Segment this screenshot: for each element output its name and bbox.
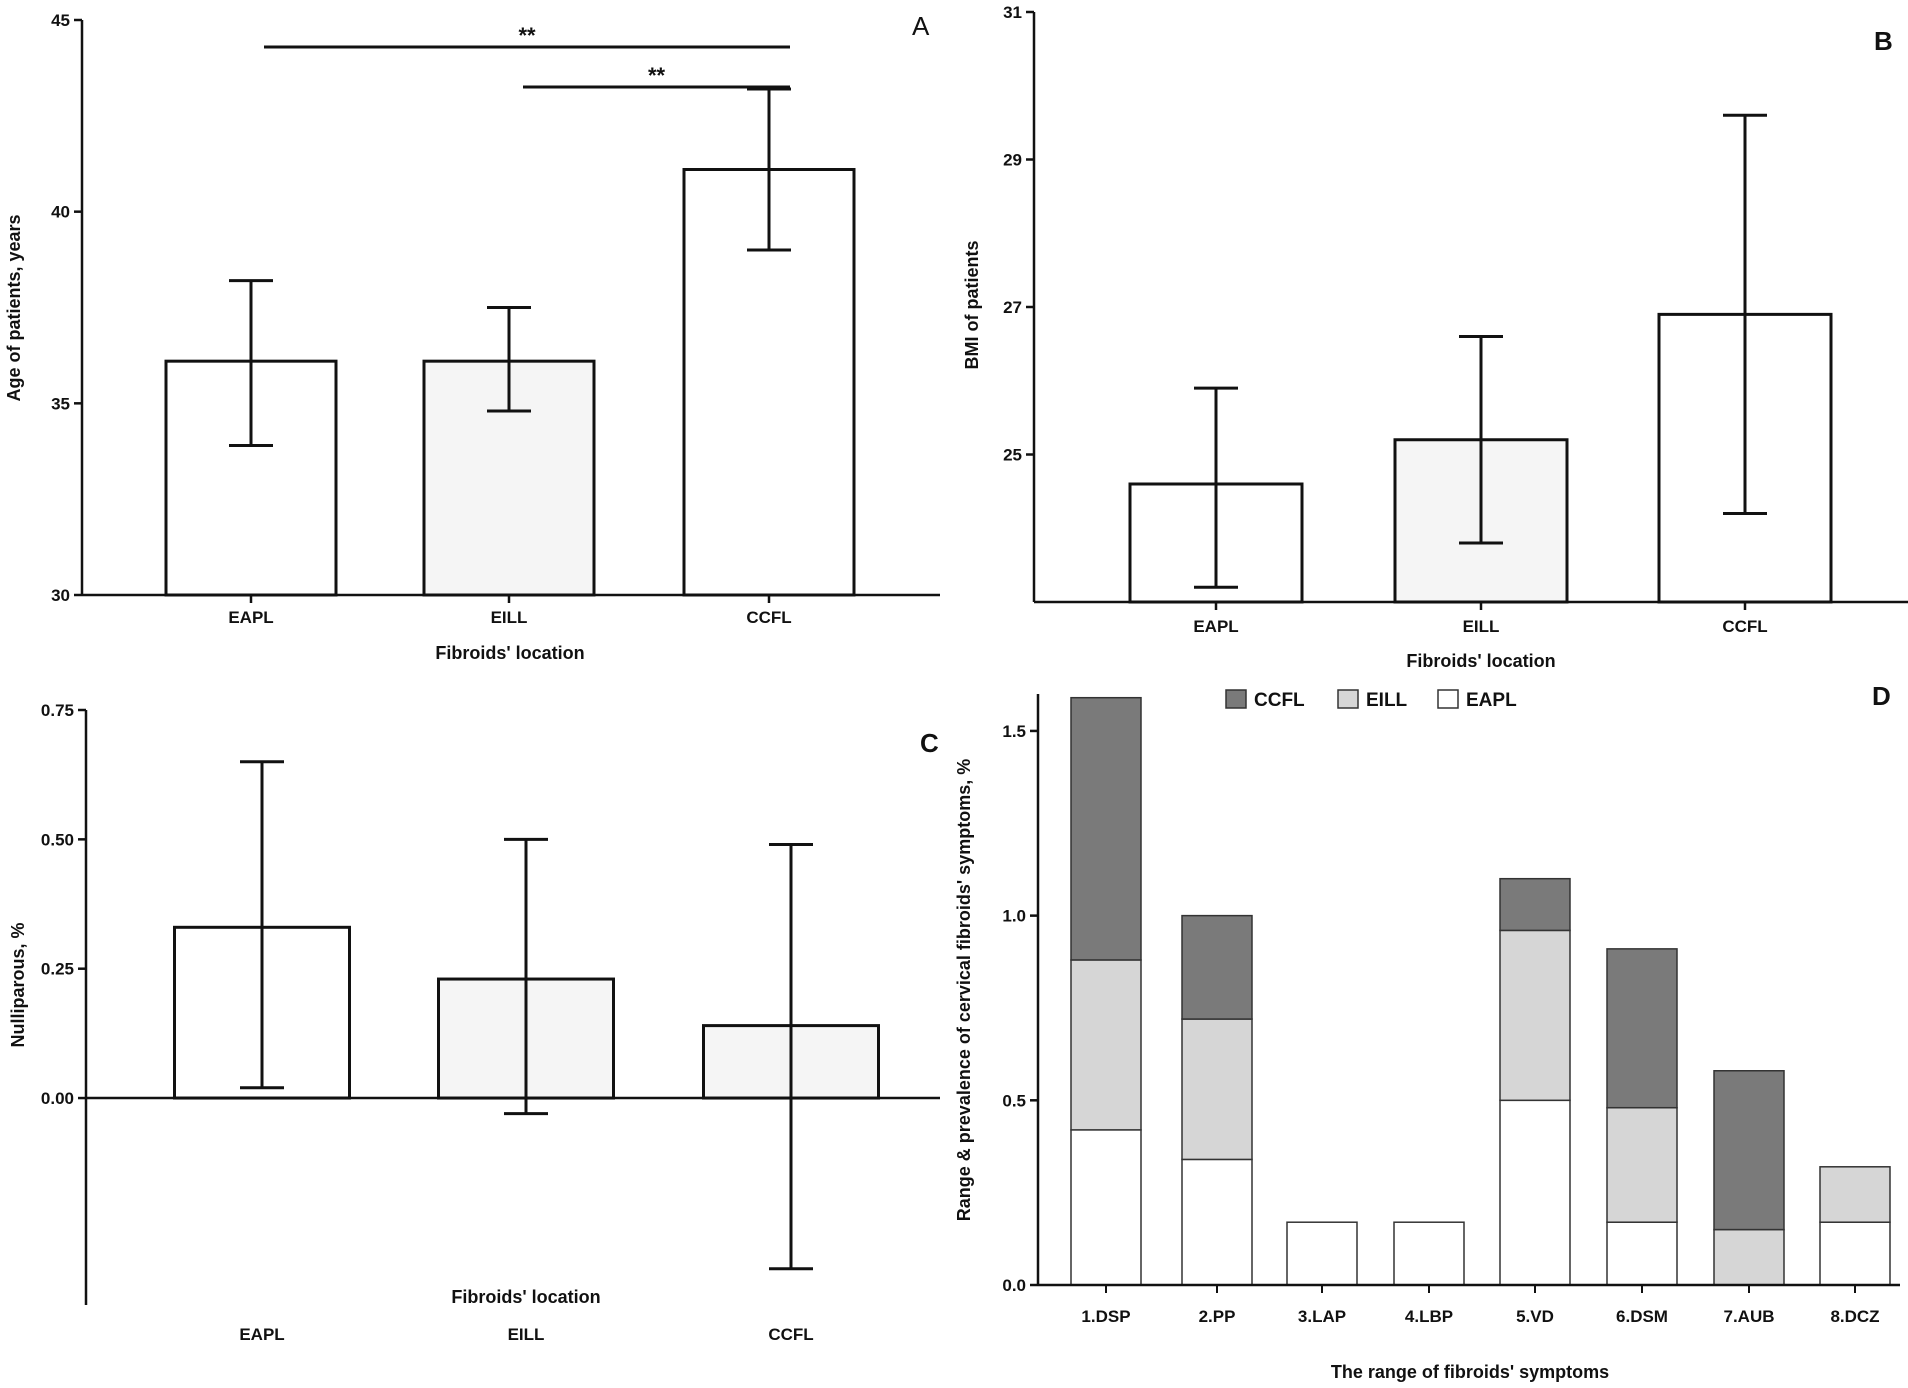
x-tick-ccfl: CCFL <box>746 608 791 627</box>
x-axis-label: Fibroids' location <box>1406 651 1555 671</box>
legend-swatch-eapl <box>1437 689 1459 709</box>
bar-segment-ccfl-2-pp <box>1181 914 1253 1020</box>
x-tick-eill: EILL <box>1463 617 1500 636</box>
y-axis-label: Range & prevalence of cervical fibroids'… <box>954 759 974 1221</box>
y-axis-label: Age of patients, years <box>4 214 24 401</box>
bar-segment-eapl-6-dsm <box>1606 1221 1678 1286</box>
y-tick-label: 25 <box>1003 446 1022 465</box>
y-tick-label: 1.5 <box>1002 722 1026 741</box>
y-tick-label: 0.50 <box>41 830 74 849</box>
y-tick-label: 1.0 <box>1002 907 1026 926</box>
legend-label-eapl: EAPL <box>1466 690 1517 711</box>
x-tick-8-dcz: 8.DCZ <box>1830 1307 1879 1326</box>
y-tick-label: 0.00 <box>41 1089 74 1108</box>
bar-segment-eill-7-aub <box>1713 1228 1785 1286</box>
legend-swatch-ccfl <box>1225 689 1247 709</box>
panel-d-label: D <box>1872 681 1891 711</box>
panel-c: C EAPL EILL CCFL 0.00 0.25 0.50 0.75 Fibroids' … <box>8 701 940 1344</box>
x-axis-label: The range of fibroids' symptoms <box>1331 1362 1609 1382</box>
bar-segment-ccfl-6-dsm <box>1606 948 1678 1109</box>
y-tick-label: 0.25 <box>41 960 74 979</box>
panel-b: B EAPL EILL CCFL 25 27 29 31 Fibroids' location… <box>962 3 1908 671</box>
x-tick-1-dsp: 1.DSP <box>1081 1307 1130 1326</box>
y-tick-label: 0.0 <box>1002 1276 1026 1295</box>
y-tick-label: 0.75 <box>41 701 74 720</box>
bar-segment-eapl-4-lbp <box>1393 1221 1465 1286</box>
legend-label-eill: EILL <box>1366 690 1408 711</box>
bar-segment-eill-8-dcz <box>1819 1166 1891 1223</box>
x-tick-ccfl: CCFL <box>1722 617 1767 636</box>
panel-c-label: C <box>920 728 939 758</box>
bar-segment-ccfl-7-aub <box>1713 1070 1785 1231</box>
y-tick-label: 31 <box>1003 3 1022 22</box>
x-tick-3-lap: 3.LAP <box>1298 1307 1346 1326</box>
y-tick-label: 45 <box>51 11 70 30</box>
bar-segment-eill-2-pp <box>1181 1018 1253 1161</box>
y-axis-label: BMI of patients <box>962 241 982 370</box>
y-tick-label: 40 <box>51 203 70 222</box>
bar-segment-ccfl-5-vd <box>1499 877 1571 932</box>
x-axis-label: Fibroids' location <box>451 1287 600 1307</box>
bar-segment-eill-1-dsp <box>1070 959 1142 1131</box>
y-tick-label: 35 <box>51 394 70 413</box>
bar-segment-ccfl-1-dsp <box>1070 696 1142 961</box>
y-tick-label: 0.5 <box>1002 1091 1026 1110</box>
bar-segment-eapl-2-pp <box>1181 1158 1253 1286</box>
x-tick-eapl: EAPL <box>1193 617 1238 636</box>
panel-a: A EAPL EILL CCFL 30 35 40 45 Fibroids' location… <box>4 11 940 663</box>
y-tick-label: 27 <box>1003 298 1022 317</box>
x-tick-eapl: EAPL <box>228 608 273 627</box>
x-tick-4-lbp: 4.LBP <box>1405 1307 1453 1326</box>
x-tick-ccfl: CCFL <box>768 1325 813 1344</box>
bar-segment-eapl-1-dsp <box>1070 1129 1142 1286</box>
significance-stars: ** <box>648 63 666 88</box>
x-tick-6-dsm: 6.DSM <box>1616 1307 1668 1326</box>
bar-segment-eill-6-dsm <box>1606 1106 1678 1223</box>
x-tick-2-pp: 2.PP <box>1199 1307 1236 1326</box>
y-tick-label: 29 <box>1003 151 1022 170</box>
legend-label-ccfl: CCFL <box>1254 690 1305 711</box>
bar-segment-eapl-8-dcz <box>1819 1221 1891 1286</box>
panel-b-label: B <box>1874 26 1893 56</box>
y-tick-label: 30 <box>51 586 70 605</box>
legend-swatch-eill <box>1337 689 1359 709</box>
x-tick-7-aub: 7.AUB <box>1723 1307 1774 1326</box>
panel-a-label: A <box>912 11 930 41</box>
x-axis-label: Fibroids' location <box>435 643 584 663</box>
bar-segment-eapl-3-lap <box>1286 1221 1358 1286</box>
bar-segment-eill-5-vd <box>1499 929 1571 1102</box>
panel-d: D 1.DSP 2.PP 3.LAP 4.LBP 5.VD 6.DSM 7.AUB 8.DCZ… <box>954 681 1900 1382</box>
y-axis-label: Nulliparous, % <box>8 922 28 1047</box>
x-tick-eapl: EAPL <box>239 1325 284 1344</box>
x-tick-5-vd: 5.VD <box>1516 1307 1554 1326</box>
x-tick-eill: EILL <box>508 1325 545 1344</box>
bar-segment-eapl-5-vd <box>1499 1099 1571 1286</box>
x-tick-eill: EILL <box>491 608 528 627</box>
significance-stars: ** <box>518 23 536 48</box>
